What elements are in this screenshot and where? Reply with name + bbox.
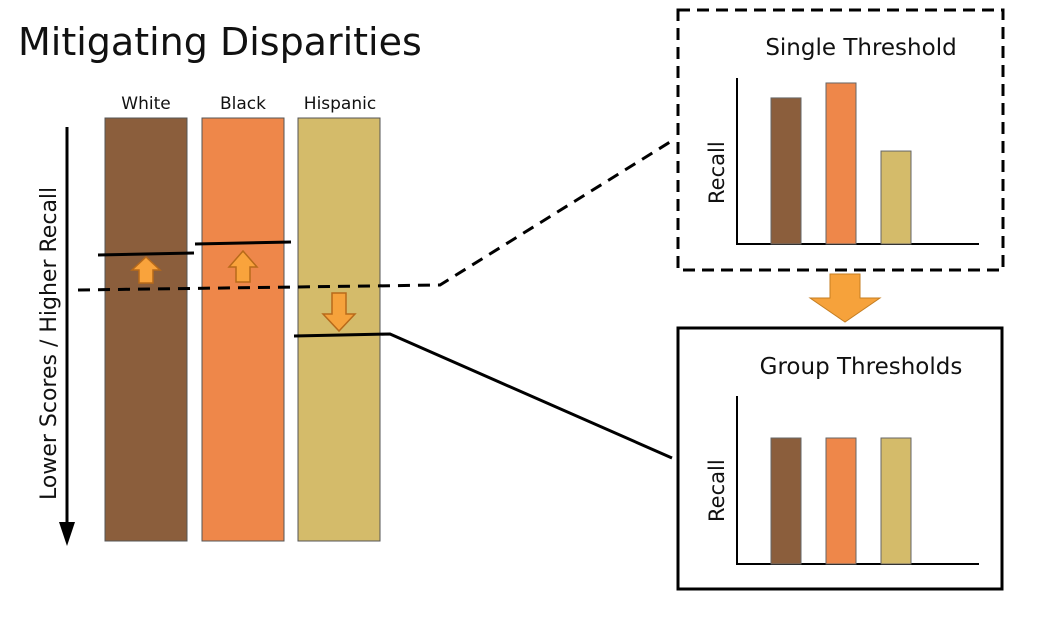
bar-black <box>825 82 857 245</box>
score-column-white <box>104 117 188 542</box>
single-threshold-ylabel: Recall <box>705 141 729 204</box>
group-thresholds-ylabel: Recall <box>705 459 729 522</box>
bar-white <box>770 97 802 245</box>
single-threshold-chart <box>736 78 979 245</box>
axis-label: Lower Scores / Higher Recall <box>37 187 62 500</box>
bar-white <box>770 437 802 565</box>
bar-hispanic <box>880 150 912 245</box>
axis-arrow <box>59 127 75 546</box>
down-arrow-hispanic-icon <box>321 292 357 333</box>
threshold-line-hispanic <box>293 332 673 460</box>
page-title: Mitigating Disparities <box>18 20 422 64</box>
column-label-white: White <box>121 94 170 114</box>
up-arrow-white-icon <box>130 255 162 284</box>
bar-black <box>825 437 857 565</box>
group-thresholds-panel <box>676 326 1004 591</box>
group-thresholds-chart <box>736 396 979 565</box>
column-label-black: Black <box>220 94 266 114</box>
single-threshold-panel <box>676 8 1005 272</box>
score-column-black <box>201 117 285 542</box>
threshold-line-white <box>97 251 195 257</box>
bar-hispanic <box>880 437 912 565</box>
single-threshold-line <box>77 140 671 292</box>
column-label-hispanic: Hispanic <box>304 94 376 114</box>
up-arrow-black-icon <box>227 249 259 283</box>
transition-down-arrow-icon <box>808 273 882 323</box>
group-thresholds-title: Group Thresholds <box>760 354 963 380</box>
single-threshold-title: Single Threshold <box>765 35 956 61</box>
threshold-line-black <box>194 240 292 246</box>
